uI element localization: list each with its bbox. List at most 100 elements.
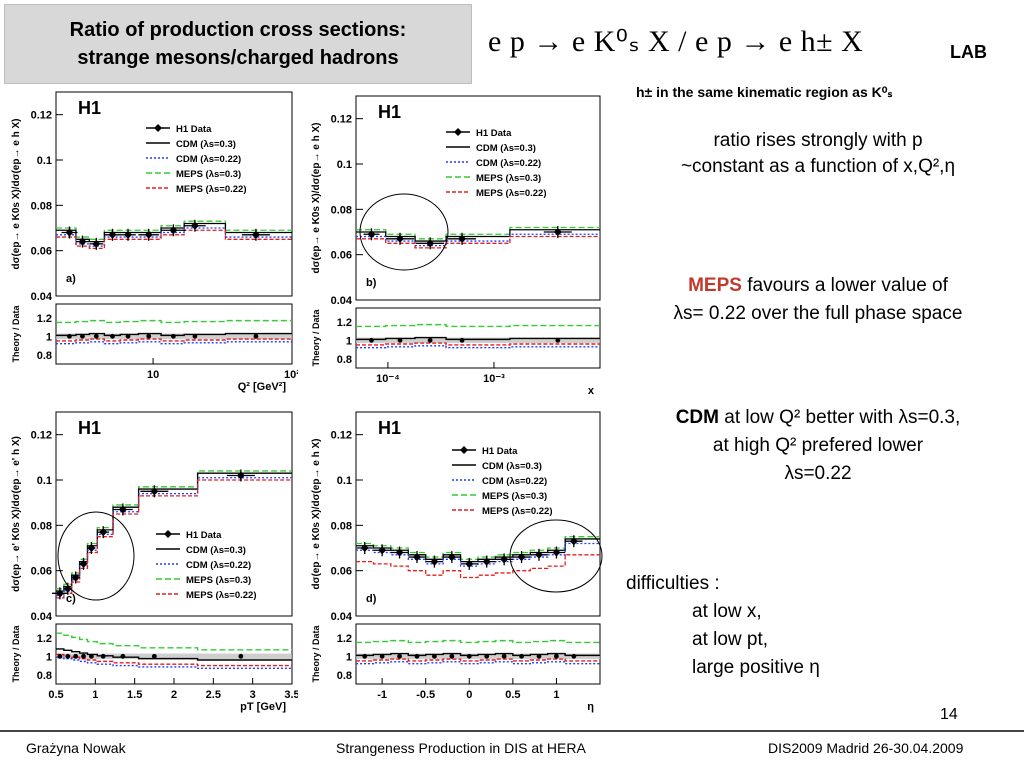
y-axis-label: dσ(ep→ e' K0s X)/dσ(ep→ e' h X)	[11, 436, 22, 592]
ratio-model-line	[56, 341, 292, 345]
y-axis-label: dσ(ep→ e K0s X)/dσ(ep→ e h X)	[11, 119, 22, 270]
data-point	[458, 234, 467, 243]
x-tick-label: 0.5	[48, 689, 63, 701]
plot-frame	[55, 411, 293, 617]
ratio-tick-label: 1	[46, 651, 52, 663]
x-tick-label: 2.5	[206, 689, 221, 701]
note-4-line-3: at low pt,	[692, 629, 769, 650]
data-point	[447, 553, 456, 562]
ratio-data-point	[397, 337, 403, 343]
note-4-line-2: at low x,	[692, 601, 762, 622]
footer-conference: DIS2009 Madrid 26-30.04.2009	[768, 740, 964, 756]
x-tick-label: 1	[92, 689, 98, 701]
ratio-data-point	[67, 333, 72, 339]
chart-c: H1 c) 0.04 0.06 0.08 0.1 0.12 dσ(ep→ e' K0s X)/…	[11, 411, 300, 713]
ratio-data-point	[73, 653, 79, 659]
y-tick-label: 0.1	[37, 155, 52, 167]
data-point	[535, 550, 543, 559]
ratio-data-point	[501, 653, 507, 659]
data-point	[426, 239, 435, 248]
x-tick-label: 10²	[284, 369, 298, 381]
legend-label: CDM (λs=0.3)	[186, 545, 246, 556]
note-4-line-4: large positive η	[692, 657, 820, 678]
note-3-line-2: at high Q² prefered lower	[712, 435, 924, 456]
y-tick-label: 0.08	[331, 204, 352, 216]
ratio-data-point	[57, 653, 63, 659]
ratio-tick-label: 1.2	[37, 313, 52, 325]
ratio-data-point	[93, 333, 99, 339]
ratio-data-point	[466, 653, 472, 659]
ratio-data-point	[125, 333, 131, 339]
ratio-data-point	[192, 333, 198, 339]
x-tick-label: 1	[553, 689, 559, 701]
legend-marker	[154, 124, 162, 132]
h1-logo: H1	[78, 98, 101, 118]
x-tick-label: 10	[147, 369, 159, 381]
data-point	[144, 230, 153, 239]
ratio-data-point	[414, 653, 420, 659]
data-point	[236, 471, 245, 480]
data-point	[395, 548, 404, 557]
ratio-axis-label: Theory / Data	[311, 308, 321, 366]
page-number: 14	[940, 706, 958, 723]
ratio-data-point	[253, 333, 259, 339]
ratio-tick-label: 0.8	[37, 670, 52, 682]
ratio-model-line	[356, 323, 600, 328]
data-point	[87, 544, 96, 552]
model-curve	[56, 472, 292, 592]
h1-logo: H1	[378, 418, 401, 438]
data-point	[569, 537, 578, 546]
data-point	[169, 226, 178, 235]
data-point	[71, 573, 80, 582]
ratio-error-band	[356, 337, 600, 344]
data-point	[517, 553, 526, 562]
ratio-data-point	[397, 653, 402, 659]
lab-label: LAB	[950, 42, 987, 62]
ratio-data-point	[432, 653, 437, 659]
y-tick-label: 0.1	[37, 475, 52, 487]
legend-label: MEPS (λs=0.22)	[476, 188, 547, 199]
footer-author: Grażyna Nowak	[26, 740, 126, 756]
ratio-data-point	[146, 333, 152, 339]
data-point	[63, 584, 72, 593]
data-point	[99, 528, 108, 537]
chart-panel-c: H1 c) 0.04 0.06 0.08 0.1 0.12 dσ(ep→ e' K0s X)/…	[6, 406, 300, 722]
x-tick-label: 2	[171, 689, 177, 701]
x-tick-label: 10⁻⁴	[376, 373, 399, 385]
title-line-2: strange mesons/charged hadrons	[77, 47, 399, 69]
y-tick-label: 0.1	[337, 159, 352, 171]
panel-letter: b)	[366, 277, 377, 289]
data-point	[553, 228, 562, 236]
model-curve	[356, 554, 600, 579]
ratio-data-point	[110, 333, 115, 339]
ratio-data-point	[89, 653, 94, 659]
note-3-cdm: CDM	[675, 407, 719, 428]
y-tick-label: 0.04	[331, 295, 353, 307]
ratio-data-point	[120, 653, 126, 659]
ratio-data-point	[519, 653, 524, 659]
ratio-axis-label: Theory / Data	[11, 624, 21, 682]
legend-label: MEPS (λs=0.22)	[482, 506, 553, 517]
ratio-axis-label: Theory / Data	[11, 304, 21, 362]
y-tick-label: 0.04	[31, 611, 53, 623]
y-tick-label: 0.08	[331, 520, 352, 532]
legend-marker	[164, 530, 172, 538]
process-formula: e p → e K⁰ₛ X / e p → e h± X	[488, 25, 864, 58]
data-point	[79, 559, 88, 568]
legend-label: CDM (λs=0.3)	[476, 143, 536, 154]
data-point	[482, 557, 491, 566]
data-point	[190, 221, 199, 230]
y-tick-label: 0.12	[31, 430, 52, 442]
note-2-meps: MEPS	[688, 275, 742, 296]
model-curve	[356, 542, 600, 567]
y-tick-label: 0.04	[31, 291, 53, 303]
legend-label: H1 Data	[476, 128, 512, 139]
model-curve	[56, 229, 292, 250]
note-3-line-3: λs=0.22	[784, 463, 852, 484]
legend-label: CDM (λs=0.22)	[186, 560, 251, 571]
ratio-data-point	[484, 653, 490, 659]
chart-d: H1 d) 0.04 0.06 0.08 0.1 0.12 dσ(ep→ e K0s X)/d…	[311, 411, 603, 713]
y-tick-label: 0.1	[337, 475, 352, 487]
ratio-axis-label: Theory / Data	[311, 624, 321, 682]
h1-logo: H1	[378, 102, 401, 122]
